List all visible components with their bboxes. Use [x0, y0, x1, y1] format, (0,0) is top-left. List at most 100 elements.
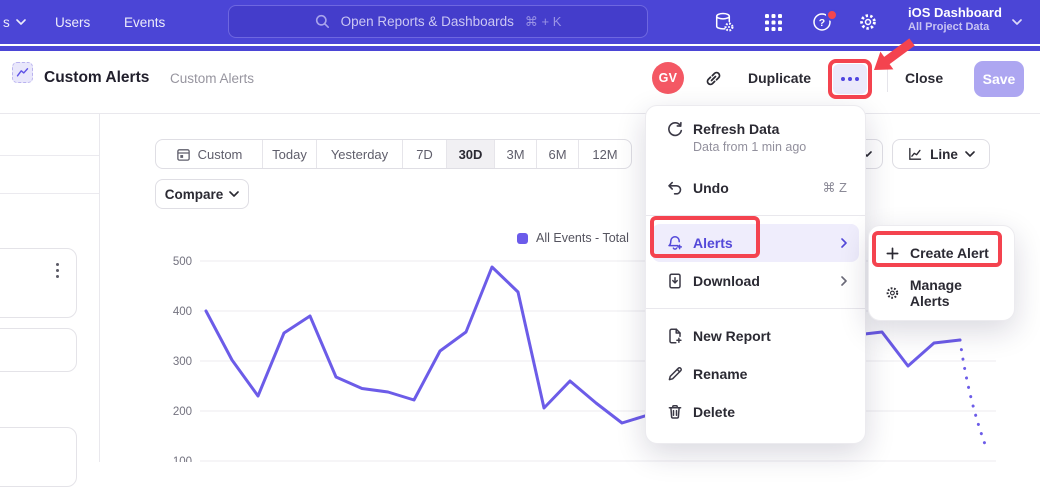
range-custom[interactable]: Custom — [156, 140, 263, 168]
project-selector[interactable]: iOS Dashboard All Project Data — [908, 5, 1002, 35]
menu-item-new-report[interactable]: New Report — [646, 317, 865, 355]
date-range-control: Custom Today Yesterday 7D 30D 3M 6M 12M — [155, 139, 632, 169]
range-label: 30D — [459, 147, 483, 162]
help-icon[interactable]: ? — [812, 0, 832, 44]
nav-accent-strip — [0, 46, 1040, 52]
plus-icon — [885, 246, 900, 261]
data-management-icon[interactable] — [713, 0, 735, 44]
search-icon — [315, 14, 330, 29]
svg-text:200: 200 — [173, 406, 192, 418]
calendar-icon — [176, 147, 191, 162]
top-nav: s Users Events Open Reports & Dashboards… — [0, 0, 1040, 44]
global-search-input[interactable]: Open Reports & Dashboards ⌘ + K — [228, 5, 648, 38]
nav-boards-partial[interactable]: s — [3, 0, 26, 44]
submenu-item-manage-alerts[interactable]: Manage Alerts — [869, 276, 1014, 310]
gear-icon[interactable] — [858, 0, 878, 44]
kebab-menu-icon[interactable] — [56, 263, 59, 278]
search-placeholder: Open Reports & Dashboards — [341, 14, 514, 29]
chart-legend[interactable]: All Events - Total — [517, 231, 629, 245]
rename-label: Rename — [693, 366, 847, 382]
new-report-label: New Report — [693, 328, 847, 344]
chart-type-button[interactable]: Line — [892, 139, 990, 169]
refresh-icon — [666, 121, 684, 139]
range-label: 3M — [506, 147, 524, 162]
alerts-submenu: Create Alert Manage Alerts — [868, 225, 1015, 321]
range-6m[interactable]: 6M — [537, 140, 579, 168]
range-3m[interactable]: 3M — [495, 140, 537, 168]
range-today[interactable]: Today — [263, 140, 317, 168]
range-label: 6M — [548, 147, 566, 162]
chevron-right-icon — [841, 276, 847, 286]
breadcrumb: Custom Alerts — [170, 71, 254, 86]
save-button[interactable]: Save — [974, 61, 1024, 97]
alerts-label: Alerts — [693, 235, 841, 251]
menu-item-alerts[interactable]: Alerts — [652, 224, 859, 262]
nav-boards-partial-label: s — [3, 15, 10, 30]
range-label: Yesterday — [331, 147, 388, 162]
range-30d-selected[interactable]: 30D — [447, 140, 495, 168]
query-builder-card[interactable] — [0, 328, 77, 372]
menu-item-undo[interactable]: Undo ⌘ Z — [646, 169, 865, 207]
create-alert-label: Create Alert — [910, 245, 989, 261]
download-label: Download — [693, 273, 841, 289]
menu-divider — [646, 308, 865, 309]
submenu-item-create-alert[interactable]: Create Alert — [869, 236, 1014, 270]
svg-text:400: 400 — [173, 306, 192, 318]
chevron-down-icon — [16, 19, 26, 25]
svg-text:300: 300 — [173, 356, 192, 368]
compare-button[interactable]: Compare — [155, 179, 249, 209]
project-name: iOS Dashboard — [908, 5, 1002, 21]
panel-row-divider — [0, 155, 99, 156]
svg-text:500: 500 — [173, 256, 192, 268]
nav-item-users[interactable]: Users — [55, 0, 90, 44]
bell-plus-icon — [666, 234, 684, 252]
refresh-subtitle: Data from 1 min ago — [693, 140, 806, 154]
report-type-icon — [12, 62, 33, 83]
chevron-right-icon — [841, 238, 847, 248]
undo-label: Undo — [693, 180, 822, 196]
more-options-button[interactable] — [833, 64, 867, 94]
svg-text:?: ? — [819, 17, 825, 29]
refresh-label: Refresh Data — [693, 121, 806, 137]
undo-icon — [666, 179, 684, 197]
page-title: Custom Alerts — [44, 69, 149, 87]
menu-item-delete[interactable]: Delete — [646, 393, 865, 431]
manage-alerts-label: Manage Alerts — [910, 277, 998, 309]
query-builder-card[interactable] — [0, 427, 77, 487]
query-builder-card[interactable] — [0, 248, 77, 318]
menu-item-refresh-data[interactable]: Refresh Data Data from 1 min ago — [646, 118, 865, 169]
chart-type-label: Line — [930, 147, 958, 162]
apps-grid-icon[interactable] — [764, 0, 783, 44]
nav-item-events[interactable]: Events — [124, 0, 165, 44]
menu-divider — [646, 215, 865, 216]
duplicate-button[interactable]: Duplicate — [748, 70, 811, 86]
panel-row-divider — [0, 193, 99, 194]
legend-label: All Events - Total — [536, 231, 629, 245]
panel-divider — [99, 113, 100, 462]
avatar[interactable]: GV — [652, 62, 684, 94]
range-7d[interactable]: 7D — [403, 140, 447, 168]
report-toolbar: Custom Alerts Custom Alerts GV Duplicate… — [0, 51, 1040, 114]
trash-icon — [666, 403, 684, 421]
toolbar-divider — [887, 66, 888, 92]
project-scope: All Project Data — [908, 21, 1002, 35]
copy-link-icon[interactable] — [703, 68, 724, 94]
nav-events-label: Events — [124, 15, 165, 30]
pencil-icon — [666, 365, 684, 383]
svg-text:100: 100 — [173, 456, 192, 462]
range-label: 7D — [416, 147, 433, 162]
close-button[interactable]: Close — [905, 70, 943, 86]
range-label: Custom — [198, 147, 243, 162]
chevron-down-icon — [1012, 0, 1022, 44]
menu-item-rename[interactable]: Rename — [646, 355, 865, 393]
menu-item-download[interactable]: Download — [646, 262, 865, 300]
nav-users-label: Users — [55, 15, 90, 30]
range-12m[interactable]: 12M — [579, 140, 631, 168]
chevron-down-icon — [229, 191, 239, 197]
search-shortcut: ⌘ + K — [525, 14, 562, 30]
range-yesterday[interactable]: Yesterday — [317, 140, 403, 168]
report-options-menu: Refresh Data Data from 1 min ago Undo ⌘ … — [645, 105, 866, 444]
delete-label: Delete — [693, 404, 847, 420]
chevron-down-icon — [965, 151, 975, 157]
range-label: Today — [272, 147, 307, 162]
